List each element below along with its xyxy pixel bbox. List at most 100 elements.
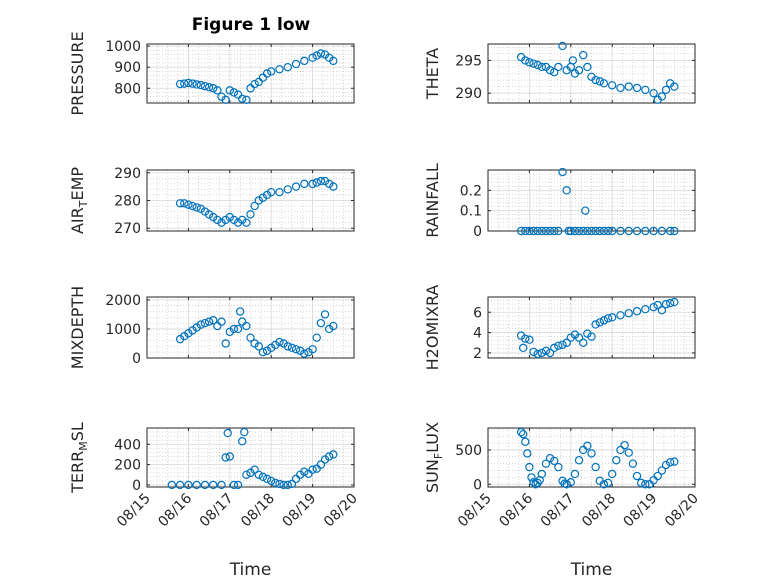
y-tick-label: 500 (455, 443, 482, 459)
data-point (665, 226, 675, 236)
data-point (308, 53, 317, 62)
data-point (192, 80, 201, 89)
panel-rainfall: 0 0.1 0.2 RAINFALL (423, 163, 696, 240)
y-tick-label: 290 (114, 166, 141, 182)
data-point (579, 50, 588, 60)
data-point (254, 470, 263, 479)
y-tick-label: 0 (132, 351, 141, 367)
data-point (545, 226, 555, 236)
axes-box (146, 43, 355, 104)
data-point (558, 167, 567, 177)
data-point (525, 226, 534, 236)
y-tick-label: 1000 (105, 39, 141, 55)
data-point (518, 429, 528, 439)
data-point (574, 456, 584, 465)
data-point (566, 226, 576, 236)
data-point (541, 226, 551, 236)
data-point (238, 94, 247, 103)
y-tick-label: 800 (114, 81, 141, 97)
data-point (616, 226, 625, 236)
x-axis-label: Time (229, 560, 272, 580)
data-point (217, 218, 226, 227)
x-axis-label: Time (570, 560, 613, 580)
data-point (225, 86, 234, 95)
data-point (275, 187, 284, 197)
axes-box (146, 296, 355, 359)
data-point (300, 56, 309, 66)
data-point (628, 459, 638, 468)
data-point (533, 349, 542, 359)
data-point (291, 182, 301, 191)
panel-air_temp: 270 280 290 AIRTEMP (68, 166, 355, 237)
data-point (525, 462, 534, 472)
data-point (641, 305, 650, 314)
data-point (240, 427, 249, 437)
data-point (516, 427, 526, 437)
data-point (324, 179, 334, 189)
data-point (632, 83, 642, 93)
y-tick-label: 200 (114, 458, 141, 474)
data-point (233, 218, 243, 227)
y-tick-label: 1000 (105, 322, 141, 338)
data-point (558, 340, 567, 349)
data-point (308, 345, 317, 354)
data-point (574, 333, 584, 342)
data-point (612, 456, 621, 465)
panel-pressure: 800 900 1000 PRESSURE (68, 31, 355, 116)
data-point (579, 226, 588, 236)
data-point (661, 460, 671, 470)
data-point (624, 82, 633, 91)
data-point (200, 207, 210, 216)
data-point (223, 428, 232, 438)
data-point (316, 176, 326, 186)
data-point (545, 66, 555, 75)
data-point (329, 56, 338, 66)
data-point (312, 51, 321, 60)
data-point (204, 317, 214, 326)
axes-box (487, 296, 696, 359)
y-tick-label: 900 (114, 60, 141, 76)
data-point (287, 343, 297, 353)
data-point (320, 310, 330, 319)
y-tick-label: 280 (114, 194, 141, 210)
data-point (229, 88, 239, 97)
data-point (246, 333, 255, 342)
data-point (213, 86, 222, 95)
data-point (233, 324, 243, 334)
data-point (583, 226, 592, 236)
data-point (599, 480, 609, 489)
data-point (657, 92, 667, 101)
data-point (204, 82, 214, 92)
y-axis-label: H2OMIXRA (423, 285, 442, 371)
data-point (554, 62, 563, 72)
data-point (312, 333, 321, 342)
data-point (184, 78, 193, 88)
data-point (661, 85, 671, 95)
data-point (649, 302, 658, 312)
data-point (262, 190, 272, 200)
data-point (262, 474, 272, 484)
data-point (558, 41, 567, 51)
data-point (521, 334, 530, 343)
data-point (217, 480, 226, 490)
data-point (665, 458, 675, 467)
data-point (250, 201, 259, 211)
data-point (242, 95, 251, 105)
data-point (529, 347, 538, 357)
data-point (583, 62, 592, 72)
data-point (262, 69, 272, 78)
data-point (275, 337, 284, 347)
data-point (649, 88, 658, 98)
data-point (329, 321, 338, 331)
data-point (229, 480, 239, 490)
data-point (188, 201, 197, 211)
data-point (554, 226, 563, 236)
data-point (599, 316, 609, 325)
data-point (516, 226, 526, 236)
panel-mixdepth: 0 1000 2000 MIXDEPTH (68, 286, 355, 369)
data-point (653, 300, 662, 310)
data-point (570, 226, 580, 236)
data-point (599, 79, 609, 88)
data-point (591, 320, 600, 329)
data-point (329, 182, 338, 191)
